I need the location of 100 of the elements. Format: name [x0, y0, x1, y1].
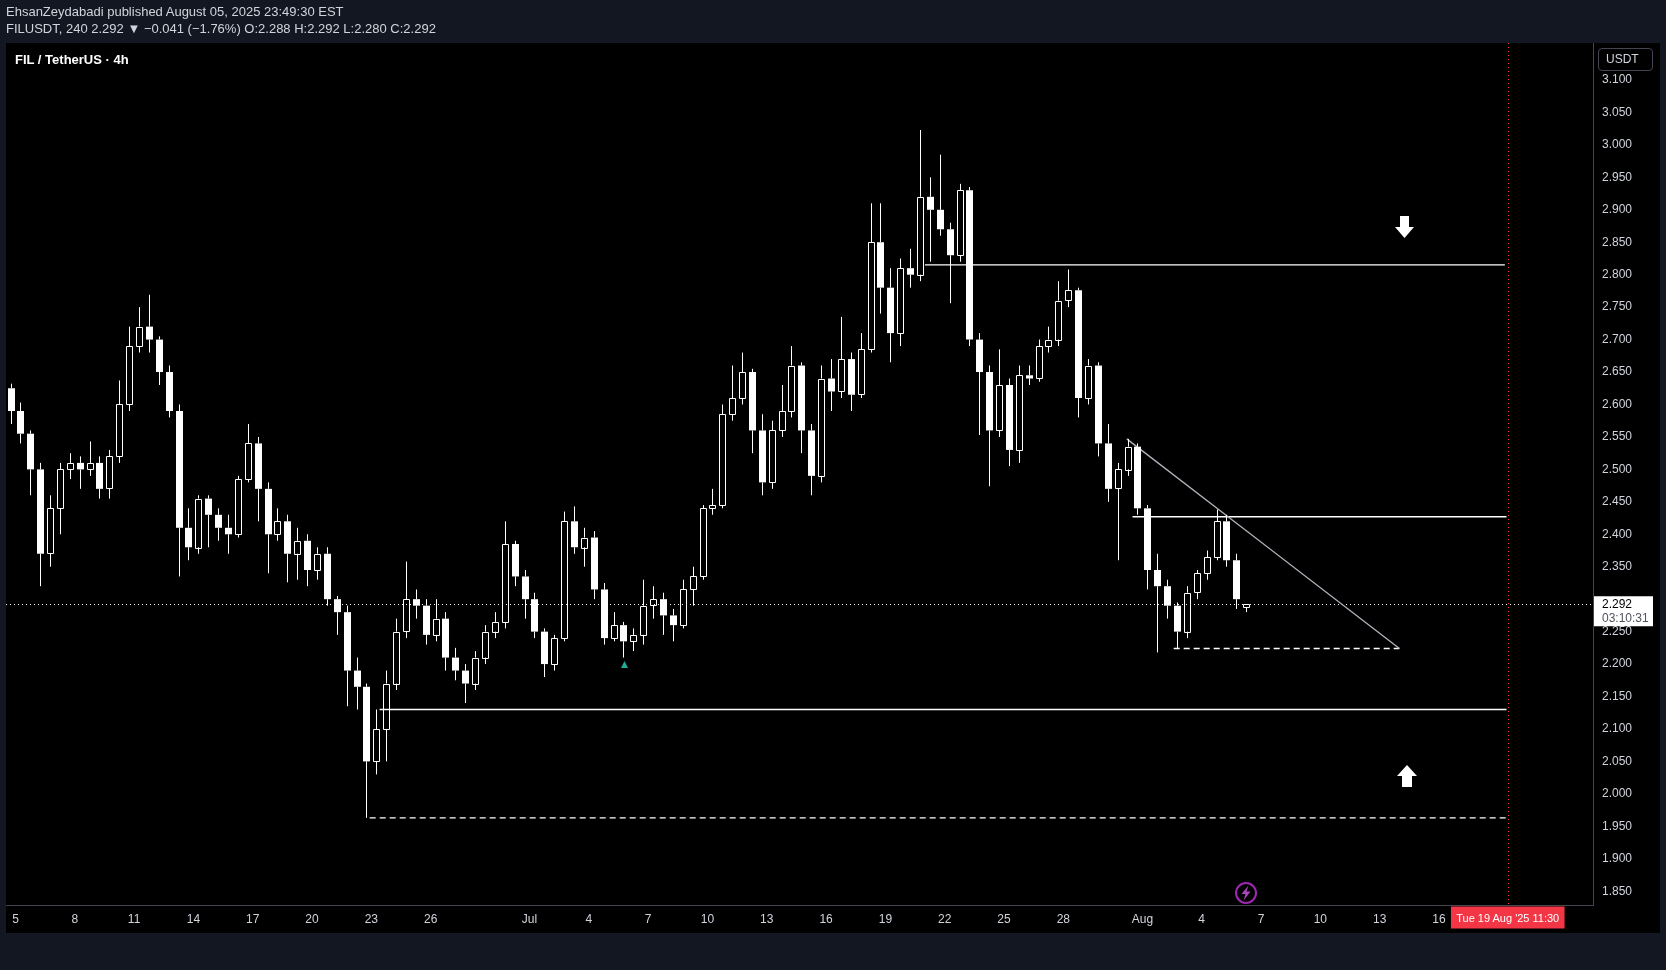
- candlestick: [591, 530, 598, 600]
- candlestick: [67, 452, 74, 480]
- candlestick: [363, 683, 370, 819]
- candlestick: [1085, 358, 1092, 405]
- y-tick-label: 3.000: [1602, 137, 1633, 152]
- y-tick-label: 2.100: [1602, 721, 1633, 736]
- candlestick: [235, 475, 242, 539]
- candlestick: [156, 335, 163, 386]
- candlestick: [709, 488, 716, 516]
- candlestick: [937, 154, 944, 237]
- candlestick: [413, 588, 420, 620]
- candlestick: [957, 183, 964, 263]
- candlestick: [1045, 326, 1052, 354]
- y-tick-label: 2.550: [1602, 429, 1633, 444]
- candlestick: [1194, 569, 1201, 600]
- candlestick: [551, 634, 558, 672]
- ref-line-label: 2.292: [1602, 596, 1633, 611]
- x-tick-label: 8: [71, 912, 79, 927]
- y-tick-label: 2.700: [1602, 331, 1633, 346]
- candlestick: [927, 176, 934, 263]
- candlestick: [492, 611, 499, 639]
- candlestick: [719, 403, 726, 509]
- x-tick-label: 10: [1313, 912, 1328, 927]
- ref-line-label: Tue 19 Aug '25 11:30: [1456, 911, 1560, 924]
- candlestick: [996, 348, 1003, 438]
- y-tick-label: 2.450: [1602, 494, 1633, 509]
- x-tick-label: 14: [186, 912, 201, 927]
- y-tick-label: 3.050: [1602, 104, 1633, 119]
- candlestick: [265, 481, 272, 574]
- y-tick-label: 2.600: [1602, 396, 1633, 411]
- candlestick: [670, 608, 677, 642]
- candlestick: [571, 505, 578, 555]
- candlestick: [848, 352, 855, 412]
- y-tick-label: 2.250: [1602, 623, 1633, 638]
- x-tick-label: 16: [1432, 912, 1446, 927]
- candlestick: [77, 455, 84, 490]
- x-tick-label: Jul: [521, 912, 538, 927]
- candlestick: [8, 383, 15, 425]
- candlestick: [887, 267, 894, 363]
- x-tick-label: 4: [1198, 912, 1206, 927]
- candlestick: [1105, 423, 1112, 503]
- candlestick: [700, 504, 707, 581]
- candlestick: [601, 582, 608, 646]
- x-tick-label: 20: [305, 912, 320, 927]
- candlestick: [779, 384, 786, 438]
- candlestick: [788, 345, 795, 418]
- candlestick: [749, 368, 756, 454]
- y-tick-label: 2.950: [1602, 169, 1633, 184]
- candlestick: [1065, 269, 1072, 308]
- text: FILUSDT, 240 2.292 ▼ −0.041 (−1.76%) O:2.288 H:2.292 L:2.280 C:2.292: [6, 21, 436, 37]
- candlestick: [897, 257, 904, 347]
- candlestick: [57, 462, 64, 535]
- candlestick: [126, 326, 133, 412]
- candlestick: [452, 647, 459, 681]
- candlestick: [482, 624, 489, 665]
- candlestick: [472, 650, 479, 691]
- candlestick: [739, 352, 746, 405]
- text: 03:10:31: [1602, 610, 1650, 625]
- candlestick: [1036, 339, 1043, 383]
- x-tick-label: 19: [878, 912, 893, 927]
- candlestick: [1115, 462, 1122, 561]
- candlestick: [215, 507, 222, 542]
- candlestick: [868, 202, 875, 354]
- candlestick: [907, 248, 914, 289]
- y-tick-label: 3.100: [1602, 72, 1633, 87]
- y-tick-label: 2.900: [1602, 202, 1633, 217]
- candlestick: [17, 402, 24, 444]
- candlestick: [106, 449, 113, 500]
- x-tick-label: Aug: [1131, 912, 1154, 927]
- x-tick-label: 4: [585, 912, 593, 927]
- candlestick: [442, 611, 449, 672]
- candlestick: [1095, 361, 1102, 457]
- candlestick: [512, 540, 519, 587]
- candlestick: [146, 294, 153, 354]
- x-tick-label: 13: [760, 912, 774, 927]
- x-tick-label: 7: [1257, 912, 1265, 927]
- candlestick: [462, 663, 469, 704]
- candlestick: [136, 306, 143, 354]
- candlestick: [373, 709, 380, 775]
- x-tick-label: 10: [700, 912, 715, 927]
- candlestick: [37, 462, 44, 587]
- candlestick: [225, 514, 232, 555]
- x-tick-label: 5: [12, 912, 20, 927]
- candlestick: [423, 598, 430, 646]
- candlestick: [729, 365, 736, 422]
- candlestick: [1055, 280, 1062, 347]
- y-tick-label: 2.800: [1602, 267, 1633, 281]
- x-tick-label: 7: [644, 912, 652, 927]
- candlestick: [274, 507, 281, 542]
- candlestick: [818, 365, 825, 483]
- candlestick: [1125, 438, 1132, 477]
- candlestick: [1075, 287, 1082, 418]
- y-tick-label: 2.750: [1602, 299, 1633, 314]
- candlestick: [986, 365, 993, 487]
- candlestick: [620, 621, 627, 659]
- y-axis-title: USDT: [1598, 48, 1653, 71]
- candlestick: [630, 627, 637, 652]
- x-tick-label: 28: [1056, 912, 1071, 927]
- candlestick: [255, 436, 262, 522]
- x-tick-label: 26: [423, 912, 438, 927]
